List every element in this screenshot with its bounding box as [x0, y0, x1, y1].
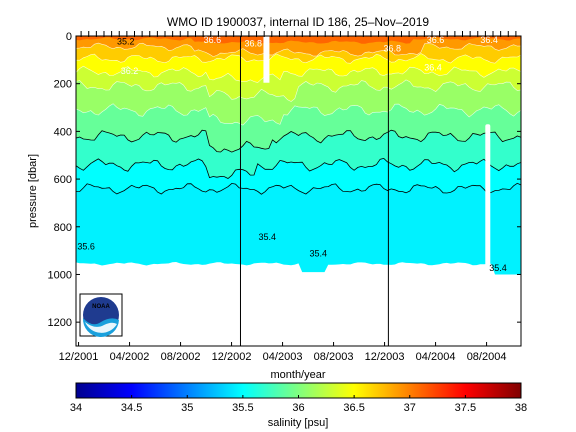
- x-tick-label: 08/2004: [467, 351, 507, 363]
- colorbar-ticks: 34 34.5 35 35.5 36 36.5 37 37.5 38: [70, 395, 527, 414]
- surface-gap: [263, 36, 270, 83]
- colorbar-tick-label: 37.5: [455, 402, 476, 414]
- colorbar-tick-label: 35: [181, 402, 193, 414]
- contour-line-36: [76, 103, 521, 126]
- contour-line-35.4: [76, 182, 521, 195]
- colorbar-tick-label: 38: [515, 402, 527, 414]
- noaa-logo-text: NOAA: [92, 304, 110, 310]
- contour-line-35.6: [76, 157, 521, 179]
- plot-frame: [75, 35, 522, 347]
- below-profile-gap: [76, 262, 521, 346]
- x-tick-label: 12/2002: [212, 351, 252, 363]
- colorbar-tick-label: 36: [292, 402, 304, 414]
- missing-profile-gap: [485, 124, 491, 270]
- contour-line-35.8: [76, 129, 521, 153]
- x-tick-label: 04/2004: [416, 351, 456, 363]
- x-axis: 12/2001 04/2002 08/2002 12/2002 04/2003 08/20…: [59, 342, 507, 363]
- contour-label-11: 36.4: [480, 35, 498, 45]
- contour-label-8: 36.8: [383, 44, 401, 54]
- x-tick-label: 08/2002: [161, 351, 201, 363]
- contour-label-9: 36.6: [427, 35, 445, 45]
- colorbar-tick-label: 37: [404, 402, 416, 414]
- y-tick-label: 0: [66, 31, 72, 43]
- y-axis: 0 200 400 600 800 1000 1200: [48, 31, 521, 329]
- noaa-logo: NOAA: [79, 293, 123, 338]
- colorbar-label: salinity [psu]: [268, 417, 329, 429]
- x-tick-label: 12/2001: [59, 351, 99, 363]
- y-tick-label: 400: [54, 126, 72, 138]
- contour-line-36.8: [76, 42, 521, 57]
- contour-label-0: 35.6: [77, 241, 95, 251]
- x-tick-label: 04/2003: [263, 351, 303, 363]
- contour-labels: 35.6 35.4 35.4 35.4 35.2 36.2 36.6 36.8 36.8 36.6…: [77, 35, 507, 273]
- contour-lines: [76, 42, 521, 195]
- y-tick-label: 800: [54, 222, 72, 234]
- colorbar-tick-label: 34.5: [121, 402, 142, 414]
- contour-label-10: 36.4: [424, 63, 442, 73]
- colorbar-tick-label: 36.5: [343, 402, 364, 414]
- contour-label-4: 35.2: [117, 36, 135, 46]
- contour-label-7: 36.8: [244, 39, 262, 49]
- contour-label-6: 36.6: [204, 35, 222, 45]
- x-tick-label: 12/2003: [365, 351, 405, 363]
- highlighted-profile-lines: [239, 36, 389, 346]
- contour-line-36.2: [76, 79, 521, 102]
- colorbar-tick-label: 35.5: [232, 402, 253, 414]
- band-37: [76, 36, 521, 44]
- chart-title: WMO ID 1900037, internal ID 186, 25–Nov–…: [167, 15, 429, 29]
- y-tick-label: 600: [54, 174, 72, 186]
- plot-area: 35.6 35.4 35.4 35.4 35.2 36.2 36.6 36.8 36.8 36.6…: [76, 35, 521, 346]
- profile-tick-marks: [80, 31, 517, 37]
- contour-label-5: 36.2: [121, 66, 139, 76]
- y-axis-label: pressure [dbar]: [27, 154, 39, 228]
- y-tick-label: 1200: [48, 317, 72, 329]
- contour-label-3: 35.4: [489, 263, 507, 273]
- contour-line-36.4: [76, 65, 521, 83]
- contour-label-2: 35.4: [309, 249, 327, 259]
- x-tick-label: 08/2003: [314, 351, 354, 363]
- contour-line-36.6: [76, 53, 521, 64]
- missing-data-gaps: [76, 36, 521, 346]
- y-tick-label: 200: [54, 79, 72, 91]
- contour-label-1: 35.4: [258, 232, 276, 242]
- x-axis-label: month/year: [270, 369, 325, 381]
- colorbar-tick-label: 34: [70, 402, 82, 414]
- y-tick-label: 1000: [48, 269, 72, 281]
- x-tick-label: 04/2002: [110, 351, 150, 363]
